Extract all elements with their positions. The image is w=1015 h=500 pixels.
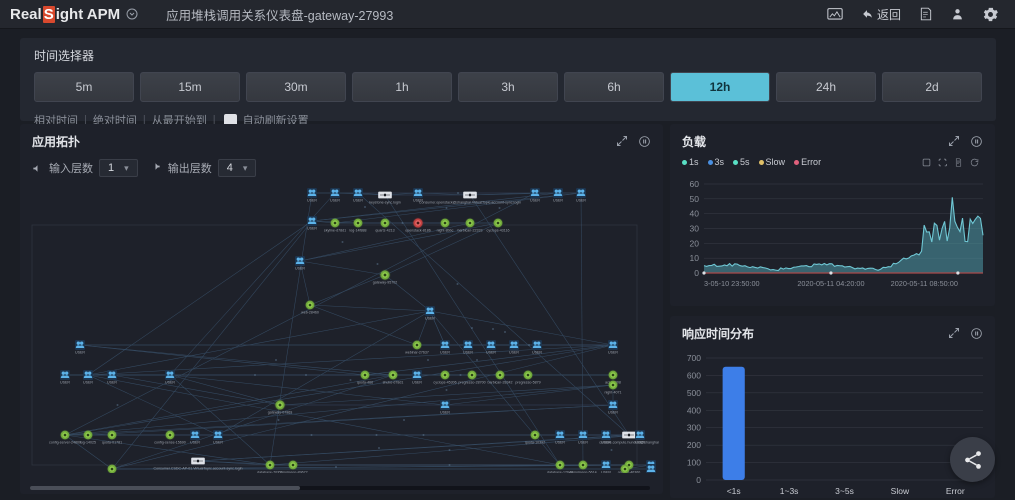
svg-text:1~3s: 1~3s [780, 486, 799, 496]
svg-text:200: 200 [687, 440, 701, 450]
svg-text:USER: USER [555, 441, 565, 445]
svg-text:USER: USER [530, 199, 540, 203]
svg-text:barbican-28342: barbican-28342 [488, 381, 513, 385]
svg-text:USER: USER [608, 411, 618, 415]
svg-text:USER: USER [601, 471, 611, 474]
svg-text:USER: USER [553, 199, 563, 203]
svg-text:700: 700 [687, 353, 701, 363]
svg-text:night-4071: night-4071 [605, 391, 622, 395]
svg-text:gateway-07969: gateway-07969 [268, 411, 293, 415]
svg-text:openstack-8186: openstack-8186 [405, 229, 431, 233]
svg-text:Consumer.CSDC-AP-01.VirtualTop: Consumer.CSDC-AP-01.VirtualTopic.account… [153, 467, 242, 471]
svg-text:20: 20 [690, 238, 700, 248]
svg-text:2020-05-11 04:20:00: 2020-05-11 04:20:00 [797, 279, 864, 288]
svg-text:pregresso-5879: pregresso-5879 [515, 381, 540, 385]
svg-text:pregresso-28700: pregresso-28700 [458, 381, 485, 385]
svg-text:USER: USER [190, 441, 200, 445]
svg-text:USER: USER [440, 411, 450, 415]
svg-text:web-28460: web-28460 [301, 311, 319, 315]
svg-text:skyline-d78d1: skyline-d78d1 [324, 229, 346, 233]
svg-text:300: 300 [687, 423, 701, 433]
svg-text:USER: USER [107, 381, 117, 385]
svg-text:cellular-46360: cellular-46360 [618, 471, 641, 474]
svg-text:USER: USER [60, 381, 70, 385]
svg-text:barbican-22333: barbican-22333 [458, 229, 483, 233]
svg-text:USER: USER [608, 351, 618, 355]
svg-text:config-server-24800: config-server-24800 [49, 441, 81, 445]
svg-text:USER: USER [576, 199, 586, 203]
svg-text:USER: USER [307, 227, 317, 231]
svg-text:2020-05-11 08:50:00: 2020-05-11 08:50:00 [891, 279, 958, 288]
svg-text:USER: USER [213, 441, 223, 445]
svg-text:600: 600 [687, 370, 701, 380]
svg-text:3~5s: 3~5s [835, 486, 854, 496]
svg-text:log-14025: log-14025 [80, 441, 96, 445]
svg-text:USER: USER [353, 199, 363, 203]
svg-text:USER: USER [509, 351, 519, 355]
svg-text:USER: USER [486, 351, 496, 355]
svg-text:<1s: <1s [727, 486, 741, 496]
svg-text:shuke-d78d1: shuke-d78d1 [383, 381, 404, 385]
svg-text:USER: USER [75, 351, 85, 355]
svg-text:USER: USER [635, 441, 645, 445]
svg-text:log-14f888: log-14f888 [350, 229, 367, 233]
svg-text:Consumer.openstack@shanghai.Vi: Consumer.openstack@shanghai.VirtualTopic… [419, 201, 521, 205]
svg-text:USER: USER [295, 267, 305, 271]
svg-text:compliance-89672: compliance-89672 [278, 471, 307, 474]
svg-text:quota-10392: quota-10392 [525, 441, 545, 445]
svg-text:cyclops-43116: cyclops-43116 [487, 229, 510, 233]
svg-text:40: 40 [690, 209, 700, 219]
svg-text:50: 50 [690, 194, 700, 204]
svg-text:night-8bbc: night-8bbc [437, 229, 454, 233]
svg-text:quota-466: quota-466 [357, 381, 373, 385]
svg-text:compliance-5614: compliance-5614 [569, 471, 596, 474]
svg-text:console.compute.hundred@shangh: console.compute.hundred@shanghai [599, 441, 659, 445]
svg-text:USER: USER [330, 199, 340, 203]
svg-text:3-05-10 23:50:00: 3-05-10 23:50:00 [704, 279, 760, 288]
svg-text:quota-01781: quota-01781 [102, 441, 122, 445]
svg-text:USER: USER [578, 441, 588, 445]
svg-text:400: 400 [687, 405, 701, 415]
svg-text:cyclops-45306: cyclops-45306 [433, 381, 456, 385]
svg-text:USER: USER [532, 351, 542, 355]
svg-text:0: 0 [696, 475, 701, 485]
svg-text:gateway-95702: gateway-95702 [373, 281, 398, 285]
svg-text:USER: USER [83, 381, 93, 385]
svg-text:100: 100 [687, 458, 701, 468]
svg-text:500: 500 [687, 388, 701, 398]
svg-text:keystone-sync.login: keystone-sync.login [369, 201, 401, 205]
svg-text:30: 30 [690, 224, 700, 234]
svg-text:10: 10 [690, 253, 700, 263]
svg-text:Error: Error [946, 486, 965, 496]
svg-text:config-sense-15690: config-sense-15690 [154, 441, 186, 445]
svg-text:60: 60 [690, 179, 700, 189]
svg-text:USER: USER [165, 381, 175, 385]
svg-text:USER: USER [307, 199, 317, 203]
svg-text:USER: USER [463, 351, 473, 355]
svg-text:USER: USER [440, 351, 450, 355]
svg-text:Slow: Slow [891, 486, 910, 496]
svg-text:webinar-27637: webinar-27637 [405, 351, 429, 355]
svg-text:USER: USER [425, 317, 435, 321]
svg-text:0: 0 [694, 268, 699, 278]
svg-text:USER: USER [412, 381, 422, 385]
svg-text:quartz-4213: quartz-4213 [375, 229, 394, 233]
